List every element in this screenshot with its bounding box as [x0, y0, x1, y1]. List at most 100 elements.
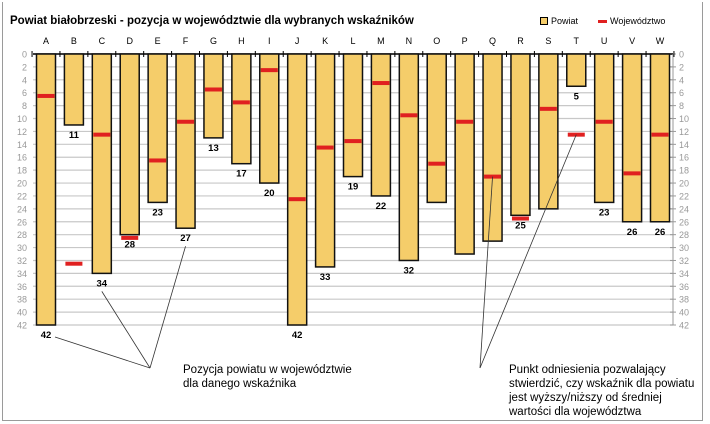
- bar-powiat-R: [510, 53, 531, 217]
- y-tick-label-left: 24: [17, 204, 27, 214]
- y-tick-label-left: 28: [17, 230, 27, 240]
- bar-powiat-U: [593, 53, 615, 204]
- value-label-N: 32: [404, 265, 415, 276]
- x-category-label: U: [601, 36, 608, 46]
- value-label-K: 33: [320, 272, 331, 283]
- annotation-right-line: Punkt odniesienia pozwalający: [509, 364, 666, 376]
- value-label-M: 22: [376, 201, 387, 212]
- bar-powiat-B: [63, 53, 85, 126]
- legend-bar-swatch: [540, 17, 548, 25]
- x-category-label: D: [126, 36, 133, 46]
- x-category-label: W: [656, 36, 665, 46]
- legend-wojewodztwo: Województwo: [598, 16, 665, 26]
- marker-wojewodztwo-N: [400, 113, 418, 118]
- y-tick-label-right: 4: [679, 75, 684, 85]
- annotation-right-pointer: [479, 134, 577, 369]
- x-category-label: O: [433, 36, 440, 46]
- x-category-label: F: [183, 36, 189, 46]
- y-tick-label-left: 20: [17, 179, 27, 189]
- bar-powiat-A: [35, 53, 57, 326]
- annotation-right: Punkt odniesienia pozwalający stwierdzić…: [509, 363, 694, 419]
- bar-powiat-C: [91, 53, 113, 275]
- annotation-left-pointer: [149, 246, 186, 369]
- y-tick-label-left: 4: [22, 75, 27, 85]
- marker-wojewodztwo-F: [177, 119, 195, 124]
- y-tick-label-left: 2: [22, 62, 27, 72]
- value-label-V: 26: [627, 227, 638, 238]
- y-tick-label-right: 42: [679, 321, 689, 331]
- x-category-label: R: [517, 36, 524, 46]
- value-label-J: 42: [292, 330, 303, 341]
- annotation-right-line: stwierdzić, czy wskaźnik dla powiatu: [509, 378, 695, 390]
- y-tick-label-right: 28: [679, 230, 689, 240]
- bar-powiat-P: [454, 53, 475, 255]
- y-tick-label-right: 30: [679, 243, 689, 253]
- value-label-L: 19: [348, 182, 359, 193]
- annotation-left-pointer: [101, 291, 151, 369]
- y-tick-label-left: 36: [17, 282, 27, 292]
- x-category-label: N: [406, 36, 413, 46]
- marker-wojewodztwo-G: [204, 87, 222, 92]
- x-category-label: H: [238, 36, 245, 46]
- marker-wojewodztwo-E: [149, 158, 167, 163]
- y-tick-label-right: 2: [679, 62, 684, 72]
- marker-wojewodztwo-O: [428, 161, 446, 166]
- bar-powiat-T: [566, 53, 587, 88]
- x-category-label: M: [377, 36, 385, 46]
- y-tick-label-left: 26: [17, 217, 27, 227]
- bar-powiat-W: [649, 53, 671, 223]
- value-label-B: 11: [69, 130, 80, 141]
- y-tick-label-right: 16: [679, 153, 689, 163]
- x-category-label: B: [71, 36, 77, 46]
- y-tick-label-right: 36: [679, 282, 689, 292]
- x-category-label: S: [545, 36, 551, 46]
- y-tick-label-right: 32: [679, 256, 689, 266]
- y-tick-label-left: 18: [17, 166, 27, 176]
- bar-powiat-I: [259, 53, 280, 184]
- marker-wojewodztwo-C: [93, 132, 111, 137]
- marker-wojewodztwo-D: [121, 235, 139, 240]
- marker-wojewodztwo-J: [288, 197, 306, 202]
- legend-powiat: Powiat: [540, 16, 578, 26]
- y-tick-label-left: 42: [17, 321, 27, 331]
- y-tick-label-right: 34: [679, 269, 689, 279]
- bar-powiat-F: [175, 53, 196, 229]
- marker-wojewodztwo-H: [232, 100, 250, 105]
- marker-wojewodztwo-S: [539, 106, 557, 111]
- value-label-E: 23: [152, 207, 163, 218]
- y-tick-label-right: 12: [679, 127, 689, 137]
- y-tick-label-right: 0: [679, 50, 684, 60]
- x-category-label: Q: [489, 36, 496, 46]
- y-tick-label-right: 8: [679, 101, 684, 111]
- value-label-W: 26: [655, 227, 666, 238]
- figure-frame: [2, 2, 703, 421]
- annotation-left-pointer: [54, 336, 151, 369]
- bar-powiat-L: [342, 53, 364, 178]
- y-tick-label-right: 20: [679, 179, 689, 189]
- y-tick-label-left: 14: [17, 140, 27, 150]
- annotation-right-line: wartości dla województwa: [509, 406, 642, 418]
- x-category-label: T: [574, 36, 580, 46]
- annotation-left-line: Pozycja powiatu w województwie: [183, 364, 352, 376]
- bar-powiat-O: [426, 53, 447, 204]
- value-label-A: 42: [41, 330, 52, 341]
- legend-marker-swatch: [598, 19, 607, 23]
- marker-wojewodztwo-K: [316, 145, 334, 150]
- value-label-R: 25: [515, 220, 526, 231]
- y-tick-label-left: 34: [17, 269, 27, 279]
- value-label-T: 5: [574, 91, 580, 102]
- annotation-left-line: dla danego wskaźnika: [183, 378, 297, 390]
- y-tick-label-right: 38: [679, 295, 689, 305]
- marker-wojewodztwo-I: [260, 68, 278, 73]
- x-category-label: L: [350, 36, 355, 46]
- bar-powiat-V: [621, 53, 643, 223]
- bar-powiat-G: [203, 53, 224, 139]
- y-tick-label-left: 22: [17, 191, 27, 201]
- y-tick-label-left: 10: [17, 114, 27, 124]
- x-category-label: G: [210, 36, 217, 46]
- marker-wojewodztwo-U: [595, 119, 613, 124]
- y-tick-label-left: 32: [17, 256, 27, 266]
- marker-wojewodztwo-M: [372, 81, 390, 86]
